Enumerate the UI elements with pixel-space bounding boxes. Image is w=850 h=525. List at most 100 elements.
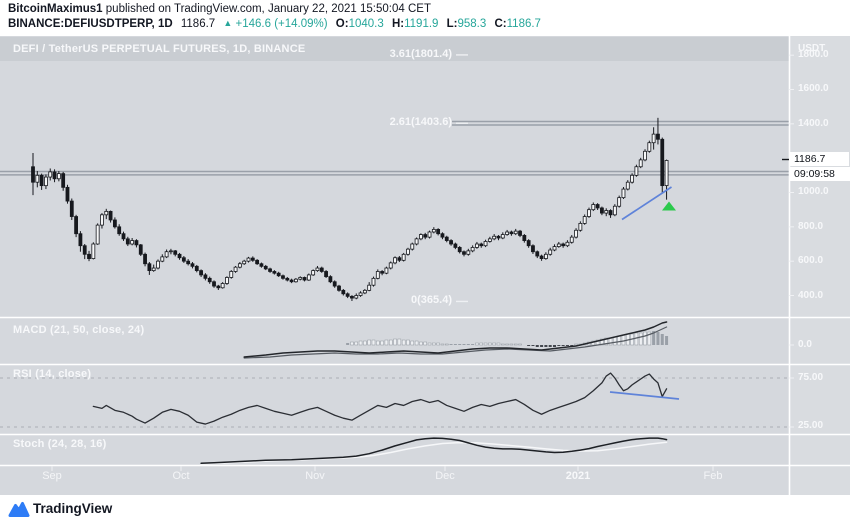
macd-histogram-bar (574, 343, 578, 346)
byline: BitcoinMaximus1 published on TradingView… (8, 3, 431, 15)
candle-body (664, 160, 669, 186)
macd-histogram-bar (561, 345, 565, 346)
macd-histogram-bar (527, 345, 531, 346)
change-arrow-icon: ▲ (223, 18, 233, 28)
candle-body (401, 253, 406, 261)
candle-body (600, 207, 604, 214)
byline-text: published on TradingView.com, January 22… (102, 3, 431, 15)
macd-histogram-bar (638, 332, 643, 346)
macd-histogram-bar (401, 339, 406, 346)
macd-histogram-bar (548, 345, 552, 347)
macd-histogram-bar (513, 343, 518, 346)
candle-body (625, 181, 630, 190)
macd-histogram-bar (397, 338, 402, 346)
candle-body (543, 253, 548, 259)
macd-histogram-bar (501, 343, 505, 346)
macd-histogram-bar (479, 342, 483, 346)
candle-body (522, 235, 527, 241)
candle-body (587, 209, 591, 217)
candle-body (475, 243, 479, 248)
candle-body (143, 253, 147, 265)
candle-body (634, 166, 639, 176)
candle-body (104, 210, 109, 216)
macd-histogram-bar (406, 339, 410, 346)
candle-body (65, 186, 70, 202)
candle-body (237, 263, 242, 268)
candle-body (112, 219, 117, 228)
candle-body (263, 265, 268, 270)
candle-body (311, 270, 316, 276)
macd-histogram-bar (384, 339, 389, 346)
candle-body (220, 283, 225, 289)
author-name[interactable]: BitcoinMaximus1 (8, 3, 103, 15)
candle-body (651, 133, 656, 144)
candle-body (117, 226, 122, 235)
candle-body (496, 235, 501, 239)
candle-body (281, 275, 285, 279)
macd-histogram-bar (363, 340, 367, 346)
candle-body (457, 247, 462, 253)
rsi-trendline (609, 391, 680, 400)
macd-histogram-bar (466, 344, 470, 345)
candle-body (255, 259, 260, 265)
symbol-title[interactable]: BINANCE:DEFIUSDTPERP, 1D (8, 18, 173, 30)
candle-body (315, 267, 320, 272)
macd-histogram-bar (376, 340, 380, 346)
candle-body (78, 233, 83, 247)
candle-body (69, 200, 74, 217)
candle-body (505, 231, 510, 235)
candle-body (552, 246, 557, 251)
candle-body (362, 289, 367, 294)
candle-body (427, 231, 432, 238)
price-trendline (621, 186, 672, 221)
candle-body (272, 271, 277, 274)
candle-body (147, 263, 152, 272)
macd-histogram-bar (621, 334, 626, 346)
macd-histogram-bar (436, 342, 440, 346)
macd-histogram-bar (419, 341, 423, 346)
macd-histogram-bar (354, 341, 358, 346)
tradingview-logo-icon[interactable] (8, 501, 30, 518)
macd-histogram-bar (600, 338, 604, 346)
candle-body (500, 234, 505, 239)
macd-histogram-bar (570, 345, 574, 346)
high-label: H: (391, 18, 405, 30)
candle-body (492, 235, 497, 240)
macd-histogram-bar (458, 344, 462, 345)
candle-body (173, 250, 178, 255)
macd-histogram-bar (518, 343, 522, 346)
macd-histogram-bar (471, 344, 475, 345)
candle-body (31, 166, 35, 183)
candle-body (638, 159, 643, 168)
candle-body (61, 173, 66, 188)
low-value: 958.3 (457, 18, 487, 30)
candle-body (440, 233, 445, 238)
candle-body (160, 256, 165, 262)
close-value: 1186.7 (506, 18, 541, 30)
tradingview-brand[interactable]: TradingView (33, 501, 113, 516)
macd-histogram-bar (423, 341, 427, 346)
candle-body (276, 272, 281, 277)
candle-body (574, 229, 578, 238)
macd-histogram-bar (613, 336, 617, 346)
candle-body (431, 229, 436, 233)
candle-body (371, 277, 376, 286)
macd-signal-line (243, 326, 668, 359)
candle-body (207, 277, 212, 283)
macd-histogram-bar (656, 332, 660, 345)
bar-countdown: 09:09:58 (789, 167, 850, 181)
macd-histogram-bar (492, 342, 496, 346)
candle-body (393, 257, 397, 264)
candle-body (151, 267, 156, 272)
candle-body (526, 240, 531, 247)
candle-body (375, 271, 380, 279)
macd-histogram-bar (393, 338, 397, 346)
candle-body (388, 262, 393, 269)
candle-body (406, 248, 410, 255)
macd-histogram-bar (652, 331, 656, 345)
candle-body (483, 241, 488, 247)
candle-body (350, 295, 354, 299)
candle-body (156, 260, 160, 269)
